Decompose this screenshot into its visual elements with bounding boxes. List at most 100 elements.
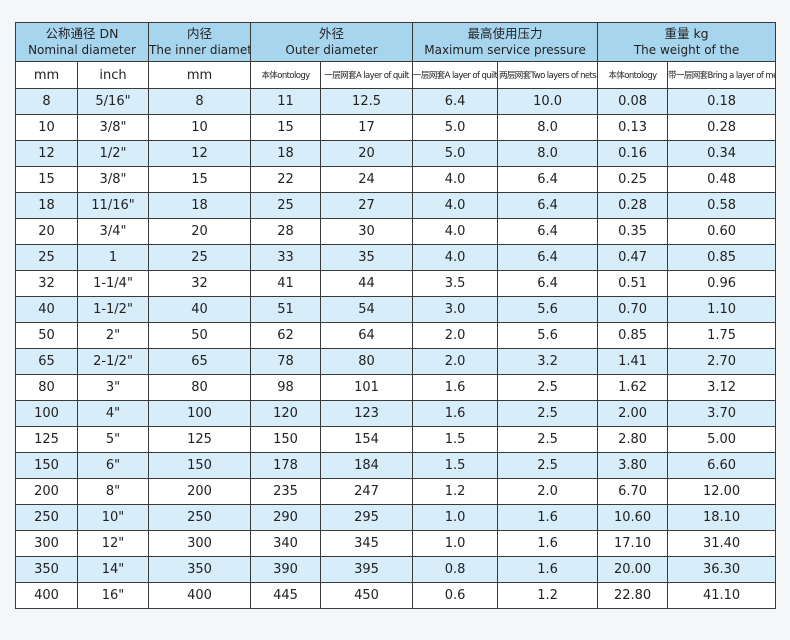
cell: 78: [250, 348, 322, 375]
cell: 3.0: [412, 296, 499, 323]
cell: 98: [250, 374, 322, 401]
cell: 0.25: [597, 166, 669, 193]
cell: 2": [76, 322, 150, 349]
cell: 8: [15, 88, 78, 115]
cell: 247: [320, 478, 414, 505]
cell: 100: [148, 400, 252, 427]
cell: 64: [320, 322, 414, 349]
cell: 41.10: [667, 582, 777, 609]
cell: 6.4: [497, 166, 599, 193]
cell: 445: [250, 582, 322, 609]
cell: 16": [76, 582, 150, 609]
subheader: 一层网套A layer of quilt: [412, 61, 499, 89]
cell: 390: [250, 556, 322, 583]
cell: 12": [76, 530, 150, 557]
cell: 0.51: [597, 270, 669, 297]
cell: 22: [250, 166, 322, 193]
cell: 2.0: [412, 322, 499, 349]
cell: 20: [320, 140, 414, 167]
cell: 14": [76, 556, 150, 583]
cell: 1.2: [412, 478, 499, 505]
cell: 4.0: [412, 166, 499, 193]
cell: 150: [250, 426, 322, 453]
cell: 0.28: [667, 114, 777, 141]
cell: 6.4: [497, 192, 599, 219]
cell: 6.70: [597, 478, 669, 505]
cell: 0.08: [597, 88, 669, 115]
cell: 150: [148, 452, 252, 479]
cell: 40: [148, 296, 252, 323]
cell: 10": [76, 504, 150, 531]
data-row: 400 16" 400 445 450 0.6 1.2 22.80 41.10: [15, 582, 777, 609]
cell: 1.62: [597, 374, 669, 401]
cell: 5.0: [412, 114, 499, 141]
subheader: 本体ontology: [597, 61, 669, 89]
cell: 1.6: [497, 530, 599, 557]
group-header: 内径 The inner diameter: [148, 22, 252, 62]
cell: 1-1/2": [76, 296, 150, 323]
cell: 3": [76, 374, 150, 401]
data-row: 50 2" 50 62 64 2.0 5.6 0.85 1.75: [15, 322, 777, 349]
data-row: 250 10" 250 290 295 1.0 1.6 10.60 18.10: [15, 504, 777, 531]
cell: 2.5: [497, 452, 599, 479]
subheader: mm: [148, 61, 252, 89]
cell: 65: [148, 348, 252, 375]
cell: 1.6: [497, 556, 599, 583]
cell: 1.6: [412, 374, 499, 401]
cell: 178: [250, 452, 322, 479]
subheader: inch: [76, 61, 150, 89]
cell: 3/8": [76, 166, 150, 193]
cell: 450: [320, 582, 414, 609]
cell: 395: [320, 556, 414, 583]
cell: 32: [148, 270, 252, 297]
cell: 22.80: [597, 582, 669, 609]
cell: 1: [76, 244, 150, 271]
cell: 1.5: [412, 452, 499, 479]
cell: 65: [15, 348, 78, 375]
data-row: 18 11/16" 18 25 27 4.0 6.4 0.28 0.58: [15, 192, 777, 219]
cell: 1.2: [497, 582, 599, 609]
cell: 17: [320, 114, 414, 141]
cell: 20: [148, 218, 252, 245]
cell: 25: [148, 244, 252, 271]
cell: 18.10: [667, 504, 777, 531]
group-title-en: Maximum service pressure: [424, 43, 586, 57]
cell: 101: [320, 374, 414, 401]
cell: 2.0: [497, 478, 599, 505]
data-row: 200 8" 200 235 247 1.2 2.0 6.70 12.00: [15, 478, 777, 505]
cell: 15: [15, 166, 78, 193]
cell: 32: [15, 270, 78, 297]
cell: 44: [320, 270, 414, 297]
cell: 1.41: [597, 348, 669, 375]
cell: 350: [15, 556, 78, 583]
group-header: 最高使用压力 Maximum service pressure: [412, 22, 599, 62]
cell: 1.6: [497, 504, 599, 531]
subheader: 带一层网套Bring a layer of mesh: [667, 61, 777, 89]
cell: 184: [320, 452, 414, 479]
cell: 2.5: [497, 426, 599, 453]
cell: 12.5: [320, 88, 414, 115]
cell: 5.00: [667, 426, 777, 453]
cell: 5.0: [412, 140, 499, 167]
cell: 0.16: [597, 140, 669, 167]
cell: 125: [148, 426, 252, 453]
cell: 250: [148, 504, 252, 531]
cell: 10: [148, 114, 252, 141]
cell: 24: [320, 166, 414, 193]
cell: 80: [320, 348, 414, 375]
group-header: 重量 kg The weight of the: [597, 22, 777, 62]
cell: 8.0: [497, 114, 599, 141]
cell: 0.58: [667, 192, 777, 219]
subheader: 两层网套Two layers of nets: [497, 61, 599, 89]
group-title-zh: 外径: [319, 26, 345, 41]
cell: 150: [15, 452, 78, 479]
cell: 50: [148, 322, 252, 349]
cell: 80: [148, 374, 252, 401]
data-row: 40 1-1/2" 40 51 54 3.0 5.6 0.70 1.10: [15, 296, 777, 323]
group-title-zh: 内径: [187, 26, 213, 41]
data-row: 32 1-1/4" 32 41 44 3.5 6.4 0.51 0.96: [15, 270, 777, 297]
cell: 3/4": [76, 218, 150, 245]
cell: 0.13: [597, 114, 669, 141]
cell: 6.4: [497, 244, 599, 271]
